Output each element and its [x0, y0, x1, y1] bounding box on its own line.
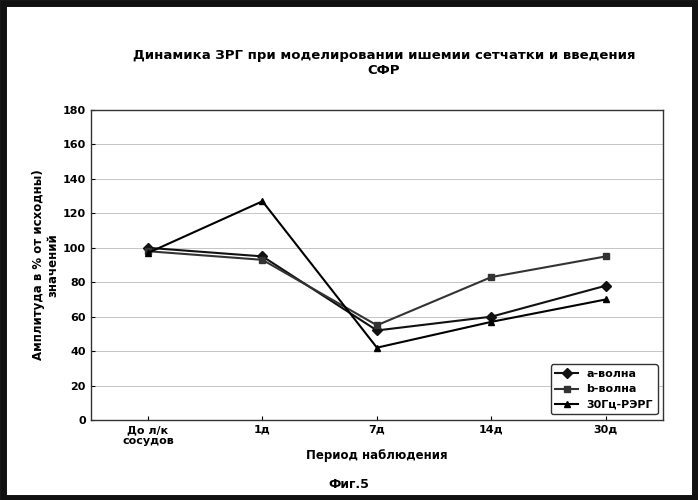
a-волна: [373, 328, 381, 334]
Legend: a-волна, b-волна, 30Гц-РЭРГ: a-волна, b-волна, 30Гц-РЭРГ: [551, 364, 658, 414]
30Гц-РЭРГ: [373, 344, 381, 350]
Y-axis label: Амплитуда в % от исходны)
значений: Амплитуда в % от исходны) значений: [32, 170, 60, 360]
b-волна: [487, 274, 496, 280]
Text: Динамика ЗРГ при моделировании ишемии сетчатки и введения
СФР: Динамика ЗРГ при моделировании ишемии се…: [133, 50, 635, 78]
a-волна: [144, 245, 152, 251]
b-волна: [258, 257, 267, 263]
30Гц-РЭРГ: [602, 296, 610, 302]
Line: a-волна: a-волна: [144, 244, 609, 334]
b-волна: [144, 248, 152, 254]
a-волна: [258, 254, 267, 260]
30Гц-РЭРГ: [258, 198, 267, 204]
Text: Фиг.5: Фиг.5: [329, 478, 369, 490]
30Гц-РЭРГ: [144, 250, 152, 256]
Line: b-волна: b-волна: [144, 248, 609, 329]
a-волна: [487, 314, 496, 320]
Line: 30Гц-РЭРГ: 30Гц-РЭРГ: [144, 198, 609, 351]
30Гц-РЭРГ: [487, 319, 496, 325]
X-axis label: Период наблюдения: Период наблюдения: [306, 449, 447, 462]
a-волна: [602, 282, 610, 288]
b-волна: [602, 254, 610, 260]
b-волна: [373, 322, 381, 328]
